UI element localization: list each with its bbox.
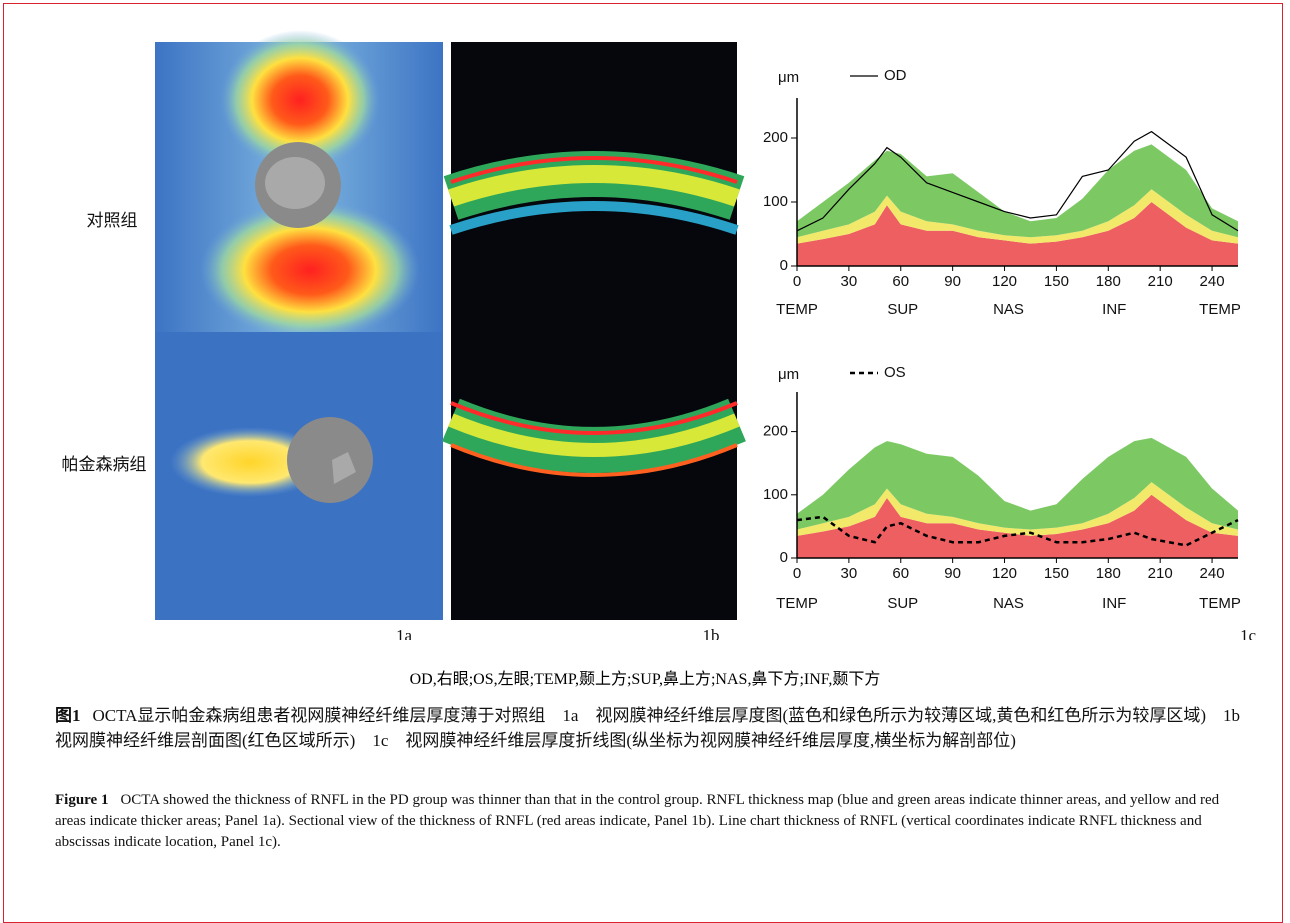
x-tick-label: 180 <box>1096 273 1121 290</box>
x-tick-label: 210 <box>1148 565 1173 582</box>
panel-label: 1b <box>703 626 720 640</box>
x-tick-label: 240 <box>1200 565 1225 582</box>
region-label: TEMP <box>776 301 818 318</box>
x-tick-label: 120 <box>992 565 1017 582</box>
legend-label: OD <box>884 67 907 84</box>
x-tick-label: 90 <box>944 273 961 290</box>
x-tick-label: 240 <box>1200 273 1225 290</box>
y-tick-label: 0 <box>780 549 788 566</box>
y-axis-label: μm <box>778 366 799 383</box>
panel-label: 1a <box>396 626 413 640</box>
row-label: 帕金森病组 <box>62 455 147 474</box>
region-label: SUP <box>887 595 918 612</box>
caption-label: 图1 <box>55 706 81 725</box>
x-tick-label: 210 <box>1148 273 1173 290</box>
region-label: TEMP <box>1199 595 1241 612</box>
x-tick-label: 150 <box>1044 565 1069 582</box>
x-tick-label: 150 <box>1044 273 1069 290</box>
oct-scan <box>451 42 737 620</box>
y-tick-label: 200 <box>763 129 788 146</box>
y-tick-label: 0 <box>780 257 788 274</box>
panel-label: 1c <box>1240 626 1257 640</box>
legend-label: OS <box>884 364 906 381</box>
y-tick-label: 100 <box>763 486 788 503</box>
y-tick-label: 100 <box>763 193 788 210</box>
x-tick-label: 60 <box>892 565 909 582</box>
row-label: 对照组 <box>87 211 138 230</box>
region-label: INF <box>1102 595 1126 612</box>
x-tick-label: 30 <box>841 565 858 582</box>
region-label: NAS <box>993 595 1024 612</box>
x-tick-label: 180 <box>1096 565 1121 582</box>
region-label: TEMP <box>776 595 818 612</box>
x-tick-label: 60 <box>892 273 909 290</box>
region-label: NAS <box>993 301 1024 318</box>
x-tick-label: 0 <box>793 565 801 582</box>
figure: 对照组 帕金森病组 1a 1b 1c 0 100 200 0 30 60 90 120 150 1… <box>0 0 1290 640</box>
region-label: SUP <box>887 301 918 318</box>
caption-label: Figure 1 <box>55 792 108 808</box>
thickness-map <box>155 30 443 620</box>
region-label: INF <box>1102 301 1126 318</box>
x-tick-label: 30 <box>841 273 858 290</box>
x-tick-label: 0 <box>793 273 801 290</box>
caption-text: OCTA显示帕金森病组患者视网膜神经纤维层厚度薄于对照组 1a 视网膜神经纤维层… <box>55 706 1257 750</box>
x-tick-label: 120 <box>992 273 1017 290</box>
x-tick-label: 90 <box>944 565 961 582</box>
y-axis-label: μm <box>778 69 799 86</box>
caption-text: OCTA showed the thickness of RNFL in the… <box>55 792 1219 850</box>
page: 对照组 帕金森病组 1a 1b 1c 0 100 200 0 30 60 90 120 150 1… <box>0 0 1290 917</box>
region-label: TEMP <box>1199 301 1241 318</box>
abbreviations: OD,右眼;OS,左眼;TEMP,颞上方;SUP,鼻上方;NAS,鼻下方;INF… <box>0 665 1290 689</box>
y-tick-label: 200 <box>763 423 788 440</box>
